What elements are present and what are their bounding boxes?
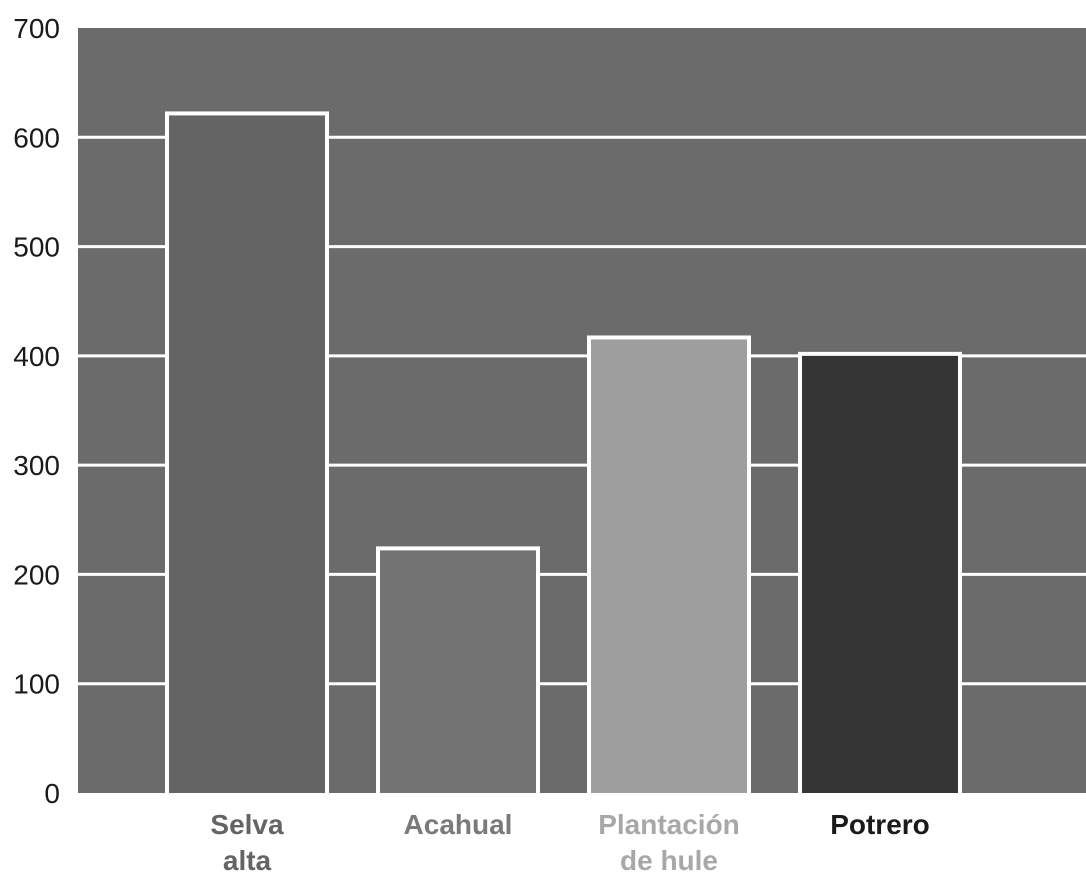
y-tick-label: 0 <box>44 778 60 809</box>
y-tick-label: 200 <box>13 559 60 590</box>
bar <box>802 355 958 793</box>
x-category-label-line: alta <box>223 845 272 876</box>
x-category-label-line: Plantación <box>598 809 740 840</box>
bars <box>165 111 962 793</box>
bar <box>380 550 536 793</box>
y-tick-label: 400 <box>13 341 60 372</box>
x-category-label: Plantación de hule <box>598 809 740 876</box>
x-category-label: Potrero <box>830 809 930 840</box>
x-category-label-line: Selva <box>210 809 284 840</box>
bar <box>591 339 747 793</box>
y-tick-label: 600 <box>13 122 60 153</box>
x-category-label-line: de hule <box>620 845 718 876</box>
y-tick-label: 100 <box>13 669 60 700</box>
y-tick-label: 500 <box>13 232 60 263</box>
y-axis-tick-labels: 0 100 200 300 400 500 600 700 <box>13 13 60 809</box>
x-axis-category-labels: Selva alta Acahual Plantación de hule Potrero <box>210 809 929 876</box>
x-category-label: Selva alta <box>210 809 284 876</box>
x-category-label-line: Acahual <box>404 809 513 840</box>
bar <box>169 115 325 793</box>
y-tick-label: 300 <box>13 450 60 481</box>
y-tick-label: 700 <box>13 13 60 44</box>
x-category-label-line: Potrero <box>830 809 930 840</box>
x-category-label: Acahual <box>404 809 513 840</box>
